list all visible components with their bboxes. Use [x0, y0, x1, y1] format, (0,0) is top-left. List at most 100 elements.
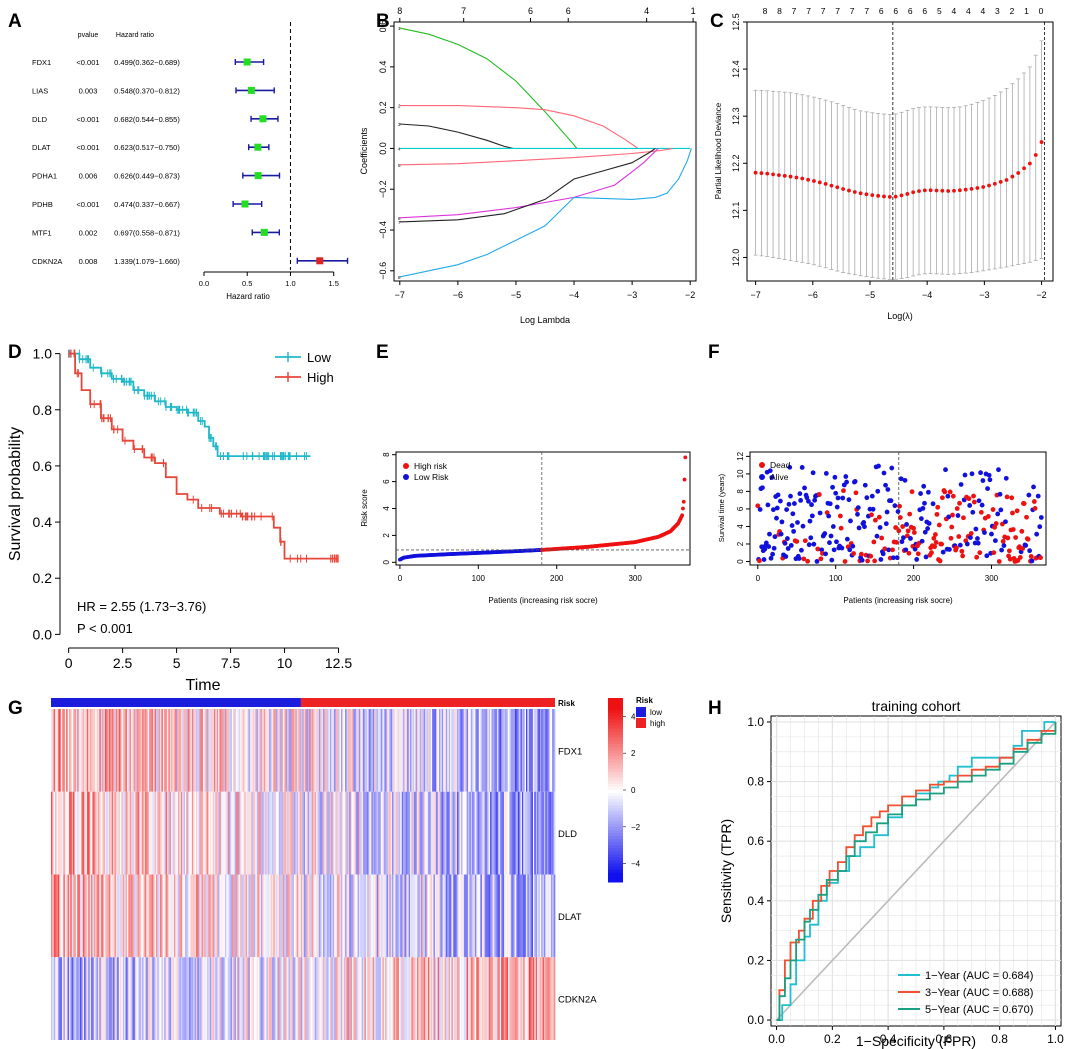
heatmap-cell: [147, 874, 150, 958]
heatmap-cell: [74, 709, 77, 792]
heatmap-cell: [173, 709, 176, 792]
heatmap-cell: [520, 874, 523, 958]
heatmap-cell: [231, 791, 234, 875]
status-point: [843, 474, 849, 479]
heatmap-cell: [310, 709, 313, 792]
heatmap-cell: [128, 874, 131, 958]
heatmap-cell: [541, 957, 543, 1040]
heatmap-cell: [284, 957, 287, 1040]
heatmap-cell: [193, 791, 195, 875]
status-point: [894, 539, 899, 545]
heatmap-cell: [376, 957, 379, 1040]
heatmap-cell: [462, 709, 465, 792]
heatmap-cell: [305, 957, 307, 1040]
heatmap-cell: [383, 874, 386, 958]
heatmap-cell: [548, 957, 550, 1040]
scale-gradient-step: [608, 753, 623, 757]
heatmap-cell: [376, 874, 379, 958]
heatmap-cell: [419, 709, 422, 792]
heatmap-cell: [108, 874, 111, 958]
status-point: [830, 484, 835, 490]
heatmap-cell: [524, 957, 527, 1040]
status-point: [1009, 495, 1015, 501]
heatmap-cell: [381, 957, 383, 1040]
heatmap-cell: [456, 791, 459, 875]
status-point: [1007, 556, 1013, 562]
heatmap-cell: [543, 709, 546, 792]
heatmap-cell: [236, 709, 238, 792]
cv-x-tick-label: −4: [922, 290, 932, 300]
heatmap-cell: [82, 957, 85, 1040]
status-point: [856, 525, 862, 531]
cv-y-tick-label: 12.1: [731, 202, 741, 220]
heatmap-cell: [360, 709, 363, 792]
heatmap-cell: [381, 874, 383, 958]
heatmap-cell: [158, 791, 161, 875]
heatmap-cell: [59, 874, 62, 958]
heatmap-cell: [89, 957, 92, 1040]
heatmap-cell: [465, 874, 467, 958]
heatmap-cell: [499, 709, 502, 792]
heatmap-cell: [343, 874, 346, 958]
status-point: [1020, 546, 1026, 551]
heatmap-cell: [461, 791, 463, 875]
heatmap-cell: [238, 957, 241, 1040]
heatmap-cell: [357, 957, 360, 1040]
status-point: [903, 547, 909, 553]
status-point: [934, 511, 940, 517]
heatmap-cell: [345, 791, 347, 875]
heatmap-cell: [205, 791, 208, 875]
heatmap-cell: [363, 709, 365, 792]
heatmap-cell: [219, 709, 222, 792]
heatmap-cell: [173, 957, 176, 1040]
status-point: [827, 501, 833, 507]
heatmap-cell: [374, 874, 376, 958]
heatmap-cell: [271, 709, 274, 792]
heatmap-cell: [407, 957, 409, 1040]
heatmap-cell: [316, 791, 318, 875]
heatmap-cell: [298, 874, 300, 958]
risk-y-axis-title: Risk score: [360, 489, 369, 527]
heatmap-cell: [481, 957, 484, 1040]
heatmap-cell: [106, 709, 108, 792]
heatmap-cell: [256, 874, 259, 958]
heatmap-cell: [241, 791, 244, 875]
status-point: [1014, 508, 1020, 514]
heatmap-cell: [222, 874, 224, 958]
status-point: [920, 505, 926, 511]
heatmap-cell: [430, 957, 433, 1040]
heatmap-cell: [70, 791, 73, 875]
heatmap-cell: [483, 957, 485, 1040]
heatmap-cell: [345, 874, 347, 958]
heatmap-cell: [237, 791, 240, 875]
heatmap-cell: [241, 957, 244, 1040]
heatmap-cell: [501, 957, 503, 1040]
heatmap-cell: [452, 874, 455, 958]
km-y-tick-label: 0.4: [33, 514, 53, 530]
heatmap-cell: [354, 791, 357, 875]
heatmap-cell: [314, 874, 317, 958]
heatmap-cell: [207, 874, 209, 958]
status-point: [888, 498, 894, 504]
scale-gradient-step: [608, 832, 623, 837]
status-point: [921, 483, 927, 489]
heatmap-cell: [85, 874, 88, 958]
heatmap-cell: [124, 709, 126, 792]
heatmap-cell: [349, 874, 351, 958]
heatmap-cell: [234, 709, 237, 792]
heatmap-cell: [403, 791, 405, 875]
heatmap-cell: [386, 957, 389, 1040]
cv-top-label: 7: [864, 6, 869, 16]
heatmap-cell: [195, 709, 198, 792]
status-point: [862, 482, 868, 488]
heatmap-cell: [67, 874, 70, 958]
status-y-tick-label: 10: [736, 469, 745, 478]
heatmap-cell: [287, 957, 289, 1040]
status-point: [855, 511, 860, 517]
heatmap-cell: [331, 957, 334, 1040]
heatmap-cell: [430, 874, 433, 958]
heatmap-cell: [426, 957, 429, 1040]
status-point: [1034, 531, 1040, 537]
heatmap-cell: [492, 791, 495, 875]
status-point: [909, 489, 915, 495]
